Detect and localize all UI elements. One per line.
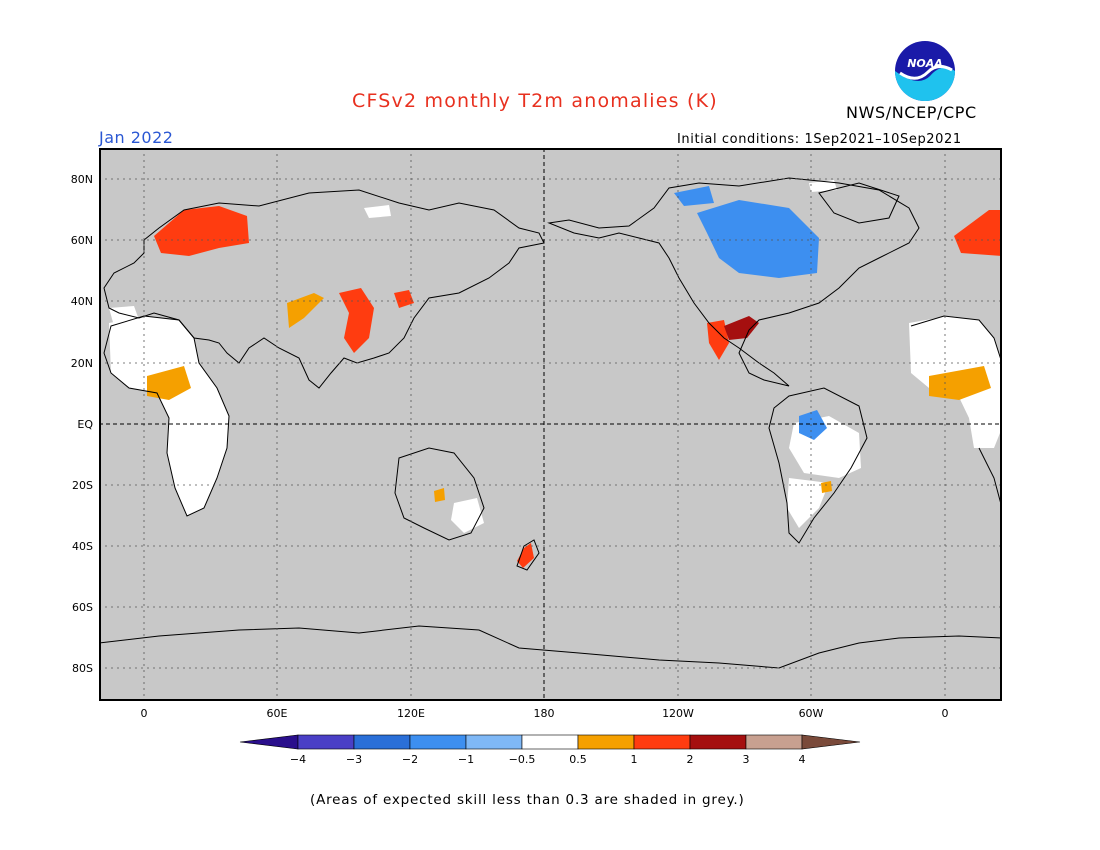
latitude-label: 20N: [71, 357, 93, 370]
scandinavia-warm-region-repeat: [954, 210, 1002, 256]
australia-coastline: [394, 447, 485, 541]
africa-coastline-repeat: [910, 315, 1002, 509]
colorbar-tick-label: −2: [402, 753, 418, 766]
colorbar-max-arrow: [801, 734, 861, 750]
colorbar-cell: [353, 734, 411, 750]
noaa-logo-text: NOAA: [907, 57, 943, 70]
tibet-warm-region: [287, 293, 324, 328]
coastlines: [99, 177, 1002, 669]
colorbar-tick-label: −3: [346, 753, 362, 766]
mexico-warm-region: [707, 320, 729, 360]
colorbar-tick-label: 0.5: [569, 753, 587, 766]
scandinavia-warm-region: [154, 206, 249, 256]
skill-footnote: (Areas of expected skill less than 0.3 a…: [310, 792, 745, 808]
warm-1-regions: [154, 206, 1002, 568]
korea-warm-region: [394, 290, 414, 308]
colorbar-cell: [297, 734, 355, 750]
east-china-warm-region: [339, 288, 374, 353]
south-america-warm-region: [821, 481, 832, 493]
colorbar-tick-label: −1: [458, 753, 474, 766]
new-zealand-coastline: [516, 539, 540, 571]
warm-2-regions: [724, 316, 759, 340]
colorbar: −4 −3 −2 −1 −0.5 0.5 1 2 3 4: [239, 734, 861, 766]
colorbar-tick-label: 2: [687, 753, 694, 766]
cool-regions: [674, 186, 827, 440]
sahel-warm-region-repeat: [929, 366, 991, 400]
south-america-coastline: [768, 387, 868, 544]
longitude-label: 0: [942, 707, 949, 720]
colorbar-cell: [633, 734, 691, 750]
latitude-label: EQ: [77, 418, 93, 431]
north-america-coastline: [547, 177, 920, 387]
new-zealand-warm-region: [517, 543, 534, 568]
latitude-label: 80N: [71, 173, 93, 186]
warm-0.5-regions: [147, 293, 991, 502]
siberia-white-region: [364, 205, 391, 218]
latitude-axis: 80N 60N 40N 20N EQ 20S 40S 60S 80S: [71, 173, 94, 675]
longitude-axis: 0 60E 120E 180 120W 60W 0: [141, 707, 949, 720]
forecast-month: Jan 2022: [99, 128, 174, 147]
longitude-label: 120E: [397, 707, 425, 720]
latitude-label: 80S: [72, 662, 93, 675]
australia-warm-region: [434, 488, 445, 502]
greenland-coastline: [818, 182, 900, 224]
sahel-warm-region: [147, 366, 191, 400]
anomaly-map: [99, 148, 1002, 701]
canada-white-region: [809, 180, 837, 192]
colorbar-tick-label: −4: [290, 753, 306, 766]
longitude-label: 180: [534, 707, 555, 720]
alaska-cool-region: [674, 186, 714, 206]
amazon-cool-region: [799, 410, 827, 440]
colorbar-tick-label: −0.5: [509, 753, 536, 766]
colorbar-tick-label: 4: [799, 753, 806, 766]
latitude-label: 40N: [71, 295, 93, 308]
latitude-label: 40S: [72, 540, 93, 553]
southern-us-warm-region: [724, 316, 759, 340]
map-reference-lines: [99, 148, 1002, 701]
latitude-label: 60S: [72, 601, 93, 614]
colorbar-tick-label: 1: [631, 753, 638, 766]
latitude-label: 60N: [71, 234, 93, 247]
agency-label: NWS/NCEP/CPC: [846, 103, 977, 122]
africa-coastline: [103, 315, 230, 517]
south-america-white-region-south: [787, 478, 829, 528]
canada-cool-region: [697, 200, 819, 278]
colorbar-cell: [577, 734, 635, 750]
latitude-label: 20S: [72, 479, 93, 492]
longitude-label: 120W: [662, 707, 694, 720]
colorbar-cell: [409, 734, 467, 750]
initial-conditions: Initial conditions: 1Sep2021–10Sep2021: [677, 132, 962, 147]
africa-white-region: [109, 316, 229, 516]
colorbar-min-arrow: [239, 734, 299, 750]
longitude-label: 0: [141, 707, 148, 720]
map-frame: [99, 148, 1002, 701]
noaa-logo: NOAA: [895, 41, 955, 101]
antarctica-coastline: [99, 625, 1002, 669]
iberia-white-region: [109, 306, 139, 326]
colorbar-cell: [521, 734, 579, 750]
longitude-label: 60E: [267, 707, 288, 720]
longitude-label: 60W: [799, 707, 824, 720]
colorbar-cell: [465, 734, 523, 750]
colorbar-tick-label: 3: [743, 753, 750, 766]
chart-title: CFSv2 monthly T2m anomalies (K): [352, 90, 718, 112]
colorbar-cell: [745, 734, 803, 750]
colorbar-cell: [689, 734, 747, 750]
